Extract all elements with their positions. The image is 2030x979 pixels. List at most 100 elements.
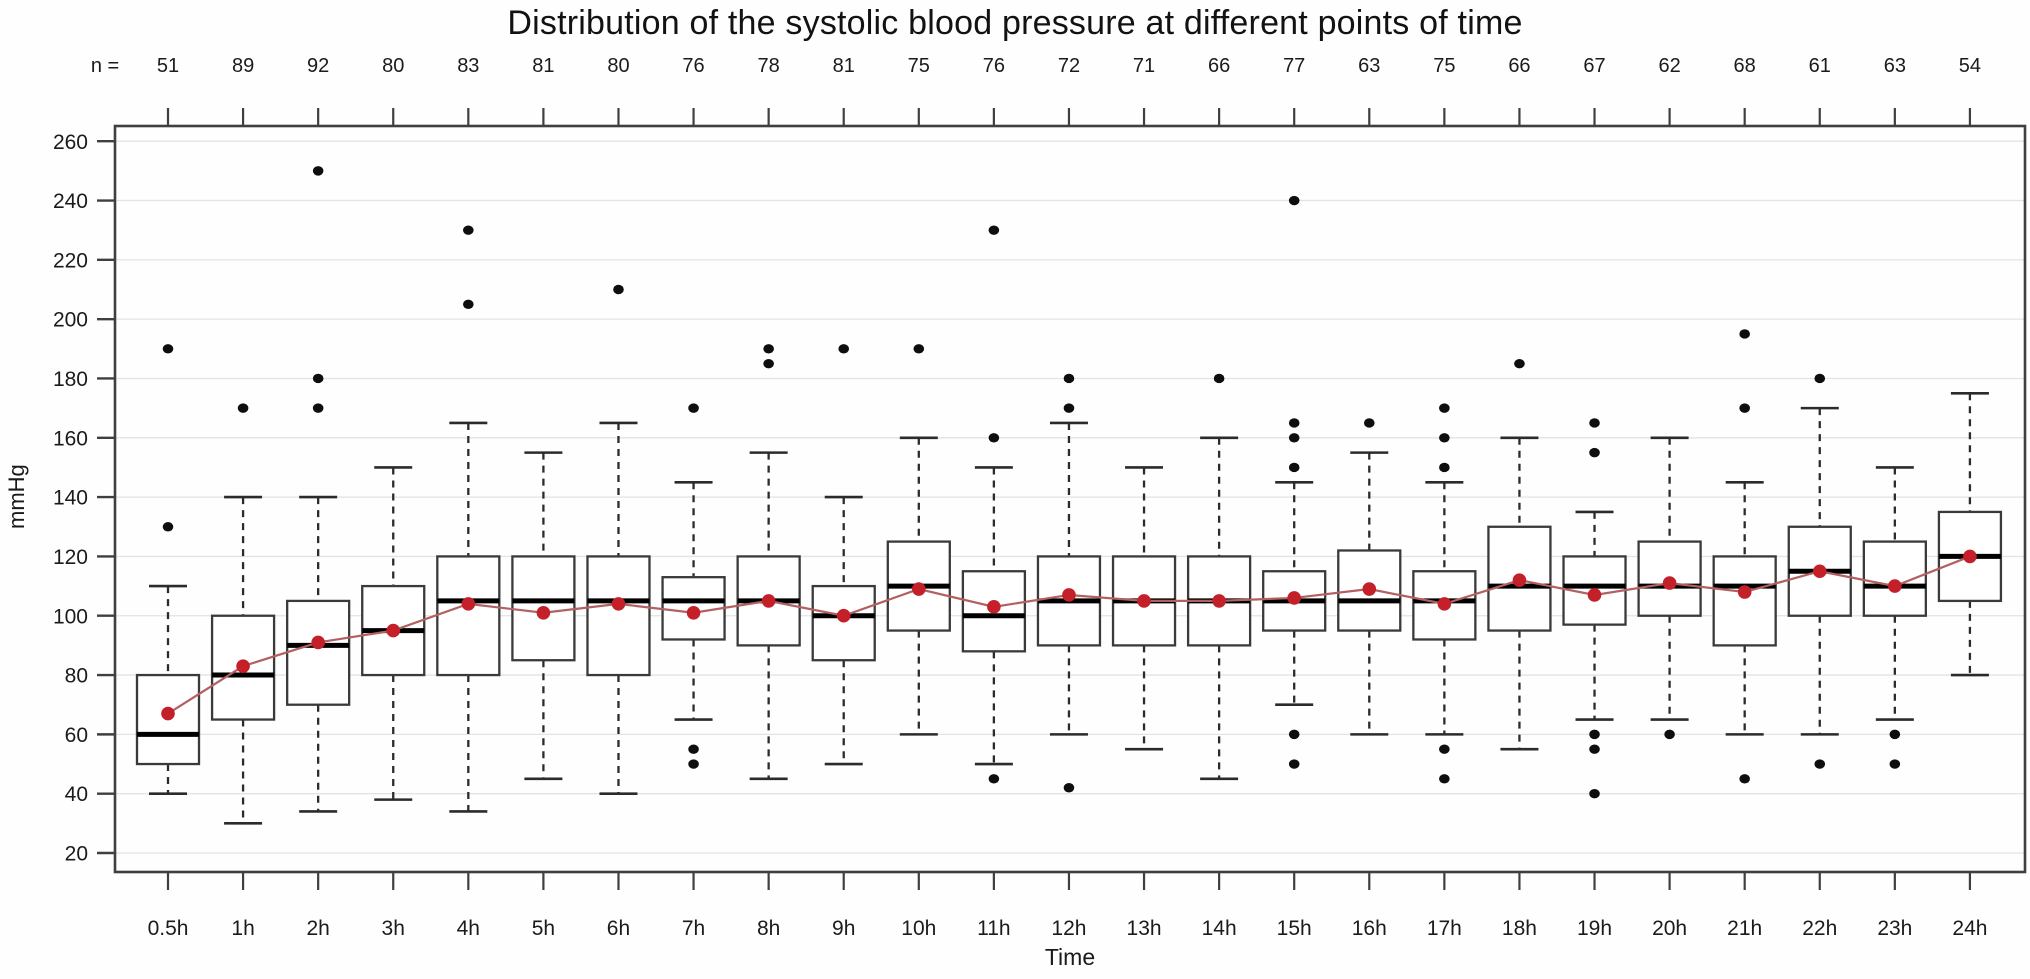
iqr-box [586,555,651,677]
outlier-dot [1589,447,1600,458]
mean-dot [611,597,626,611]
boxplot-21h [1712,329,1777,784]
mean-dot [686,605,701,620]
x-tick-label: 13h [1127,917,1162,940]
boxplot-8h [736,344,801,781]
y-tick-label: 240 [53,190,88,213]
outlier-dot [1664,729,1675,740]
x-tick-label: 22h [1802,917,1837,940]
mean-dot [1062,588,1076,602]
y-tick-label: 120 [53,546,88,569]
x-tick-label: 9h [832,917,855,940]
x-tick-label: 16h [1352,917,1387,940]
x-tick-label: 0.5h [148,917,189,940]
outlier-dot [237,403,249,413]
boxplot-13h [1111,466,1177,751]
outlier-dot [988,433,1000,443]
n-value: 89 [232,55,254,77]
n-value: 83 [457,55,479,77]
outlier-dot [1739,403,1750,413]
n-value: 66 [1508,55,1530,77]
outlier-dot [1439,433,1450,443]
iqr-box [436,555,501,677]
n-equals-label: n = [91,55,119,77]
n-value: 72 [1058,55,1080,77]
n-value: 71 [1133,55,1155,77]
n-value: 92 [307,55,329,77]
iqr-box [1712,555,1777,647]
y-tick-label: 60 [65,724,88,747]
boxplot-24h [1937,392,2003,677]
outlier-dot [763,344,774,354]
n-value: 75 [1433,55,1455,77]
mean-dot [1587,588,1602,602]
x-tick-label: 7h [682,917,705,940]
outlier-dot [162,344,174,354]
outlier-dot [1363,418,1375,428]
boxplot-17h [1412,403,1477,784]
mean-dot [1963,549,1977,564]
outlier-dot [1739,329,1750,339]
x-tick-label: 5h [532,917,555,940]
mean-dot [836,608,851,623]
x-tick-label: 8h [757,917,780,940]
mean-dot [461,597,476,611]
x-tick-label: 6h [607,917,630,940]
outlier-dot [1589,788,1600,799]
outlier-dot [1889,729,1901,740]
x-tick-label: 14h [1202,917,1237,940]
boxplot-6h [586,284,651,795]
outlier-dot [913,344,925,354]
outlier-dot [312,373,324,384]
y-tick-label: 260 [53,131,88,154]
n-value: 75 [908,55,930,77]
n-value: 80 [382,55,404,77]
outlier-dot [463,299,474,310]
x-tick-label: 24h [1952,917,1987,940]
y-axis-label: mmHg [4,464,29,529]
boxplot-12h [1036,373,1102,793]
outlier-dot [1739,774,1750,784]
mean-dot [386,623,401,638]
outlier-dot [763,358,774,369]
outlier-dot [1589,729,1600,740]
x-tick-label: 4h [457,917,480,940]
mean-dot [161,706,175,721]
boxplot-1h [210,403,276,825]
mean-dot [1512,573,1527,587]
x-axis-label: Time [1044,944,1096,970]
outlier-dot [1213,373,1225,384]
boxplot-16h [1337,418,1402,736]
y-tick-label: 40 [65,783,88,806]
x-tick-label: 11h [977,917,1010,940]
outlier-dot [1439,403,1450,413]
mean-dot [1137,594,1151,608]
outlier-dot [1288,418,1300,428]
n-value: 63 [1884,55,1906,77]
y-tick-label: 140 [53,487,88,510]
n-value: 66 [1208,55,1230,77]
outlier-dot [1589,744,1600,754]
outlier-dot [162,522,174,532]
iqr-box [286,599,351,706]
boxplot-9h [811,344,876,766]
outlier-dot [1288,759,1300,769]
chart-title: Distribution of the systolic blood press… [507,4,1523,42]
outlier-dot [613,284,624,295]
boxplot-23h [1862,466,1927,769]
mean-dot [1888,579,1902,593]
n-value: 63 [1358,55,1380,77]
x-tick-label: 21h [1727,917,1762,940]
outlier-dot [988,225,1000,235]
x-tick-label: 2h [306,917,329,940]
x-tick-label: 18h [1502,917,1537,940]
x-tick-label: 20h [1652,917,1687,940]
outlier-dot [1063,783,1075,793]
mean-dot [1212,594,1226,608]
n-value: 76 [682,55,704,77]
n-value: 78 [758,55,780,77]
mean-dot [536,605,551,620]
n-value: 68 [1734,55,1756,77]
